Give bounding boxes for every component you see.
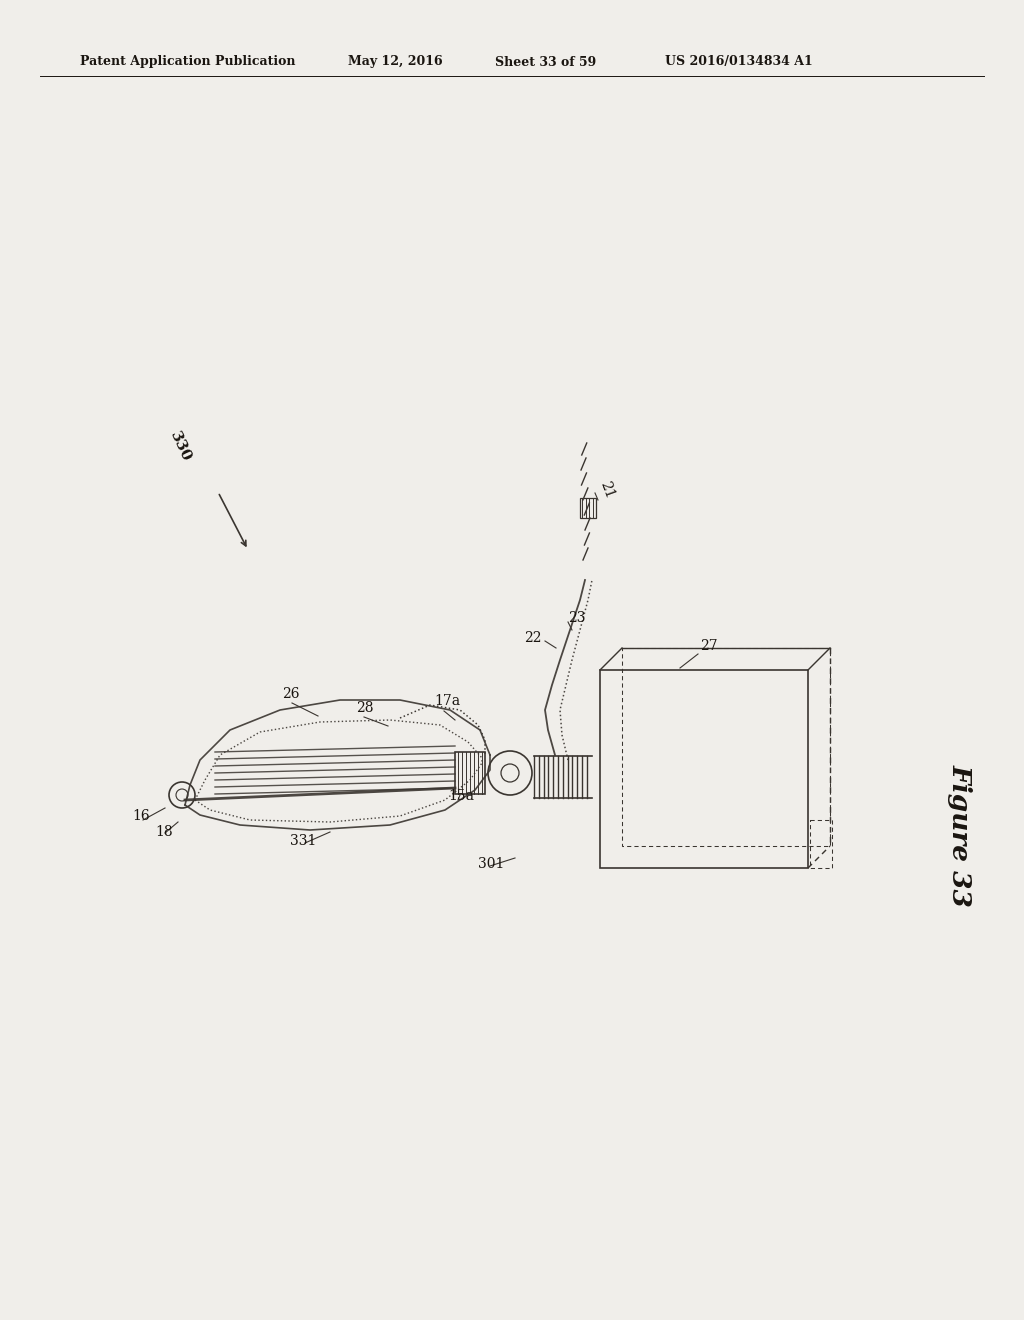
Bar <box>810 820 831 869</box>
Text: 17a: 17a <box>434 694 460 708</box>
Text: 21: 21 <box>597 479 616 500</box>
Text: 15a: 15a <box>449 789 474 803</box>
Text: 27: 27 <box>700 639 718 653</box>
Text: 330: 330 <box>167 429 194 465</box>
Text: US 2016/0134834 A1: US 2016/0134834 A1 <box>665 55 813 69</box>
Text: Patent Application Publication: Patent Application Publication <box>80 55 296 69</box>
Text: 26: 26 <box>282 686 299 701</box>
Bar <box>600 671 808 869</box>
Bar <box>455 752 485 795</box>
Text: 301: 301 <box>478 857 505 871</box>
Text: Figure 33: Figure 33 <box>947 763 973 907</box>
Text: Sheet 33 of 59: Sheet 33 of 59 <box>495 55 596 69</box>
Text: 331: 331 <box>290 834 316 847</box>
Text: 18: 18 <box>155 825 173 840</box>
Bar <box>622 648 830 846</box>
Text: 22: 22 <box>524 631 542 645</box>
Text: May 12, 2016: May 12, 2016 <box>348 55 442 69</box>
Text: 28: 28 <box>356 701 374 715</box>
Text: 16: 16 <box>132 809 150 822</box>
Bar <box>580 498 596 517</box>
Text: 23: 23 <box>568 611 586 624</box>
